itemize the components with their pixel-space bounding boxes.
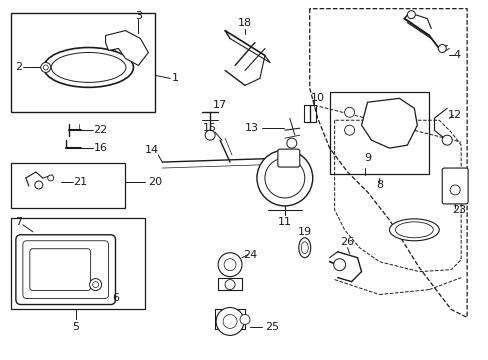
Text: 18: 18 — [238, 18, 251, 28]
FancyBboxPatch shape — [23, 241, 108, 298]
Circle shape — [441, 135, 451, 145]
Circle shape — [286, 138, 296, 148]
Text: 17: 17 — [213, 100, 227, 110]
Text: 6: 6 — [112, 293, 119, 302]
Text: 16: 16 — [93, 143, 107, 153]
Ellipse shape — [395, 222, 432, 238]
Ellipse shape — [301, 242, 307, 254]
Text: 19: 19 — [297, 227, 311, 237]
Ellipse shape — [44, 48, 133, 87]
Text: 14: 14 — [145, 145, 159, 155]
Text: 24: 24 — [243, 250, 257, 260]
Circle shape — [224, 259, 236, 271]
Circle shape — [48, 175, 54, 181]
Circle shape — [333, 259, 345, 271]
Circle shape — [407, 11, 414, 19]
Ellipse shape — [388, 219, 438, 241]
Circle shape — [256, 150, 312, 206]
Text: 21: 21 — [73, 177, 87, 187]
Circle shape — [218, 253, 242, 276]
Circle shape — [240, 315, 249, 324]
Bar — [11, 163, 125, 208]
Text: 2: 2 — [15, 62, 22, 72]
Circle shape — [41, 62, 51, 72]
Bar — [329, 92, 428, 174]
Circle shape — [344, 107, 354, 117]
Polygon shape — [361, 98, 416, 148]
Text: 20: 20 — [148, 177, 162, 187]
Bar — [11, 13, 155, 112]
Text: 3: 3 — [135, 11, 142, 21]
Circle shape — [344, 125, 354, 135]
Ellipse shape — [298, 238, 310, 258]
Text: 26: 26 — [340, 237, 354, 247]
Circle shape — [449, 185, 459, 195]
Text: 23: 23 — [451, 205, 465, 215]
Circle shape — [89, 279, 102, 291]
Circle shape — [224, 280, 235, 289]
Text: 8: 8 — [375, 180, 382, 190]
FancyBboxPatch shape — [277, 149, 299, 167]
Text: 13: 13 — [244, 123, 259, 133]
Circle shape — [43, 65, 48, 70]
Text: 15: 15 — [203, 123, 217, 133]
FancyBboxPatch shape — [16, 235, 115, 305]
Circle shape — [437, 45, 446, 53]
Text: 4: 4 — [453, 50, 460, 60]
Circle shape — [205, 130, 215, 140]
FancyBboxPatch shape — [30, 249, 90, 291]
Text: 7: 7 — [15, 217, 22, 227]
Text: 5: 5 — [72, 323, 79, 332]
Text: 1: 1 — [171, 73, 179, 84]
Text: 12: 12 — [447, 110, 461, 120]
Circle shape — [35, 181, 42, 189]
Circle shape — [223, 315, 237, 328]
Circle shape — [216, 307, 244, 336]
Text: 22: 22 — [93, 125, 107, 135]
Circle shape — [264, 158, 304, 198]
Circle shape — [92, 282, 99, 288]
Bar — [11, 218, 145, 310]
Ellipse shape — [51, 53, 126, 82]
Text: 10: 10 — [310, 93, 324, 103]
FancyBboxPatch shape — [441, 168, 467, 204]
Text: 9: 9 — [363, 153, 370, 163]
Text: 25: 25 — [264, 323, 278, 332]
Polygon shape — [105, 31, 148, 66]
Text: 11: 11 — [277, 217, 291, 227]
